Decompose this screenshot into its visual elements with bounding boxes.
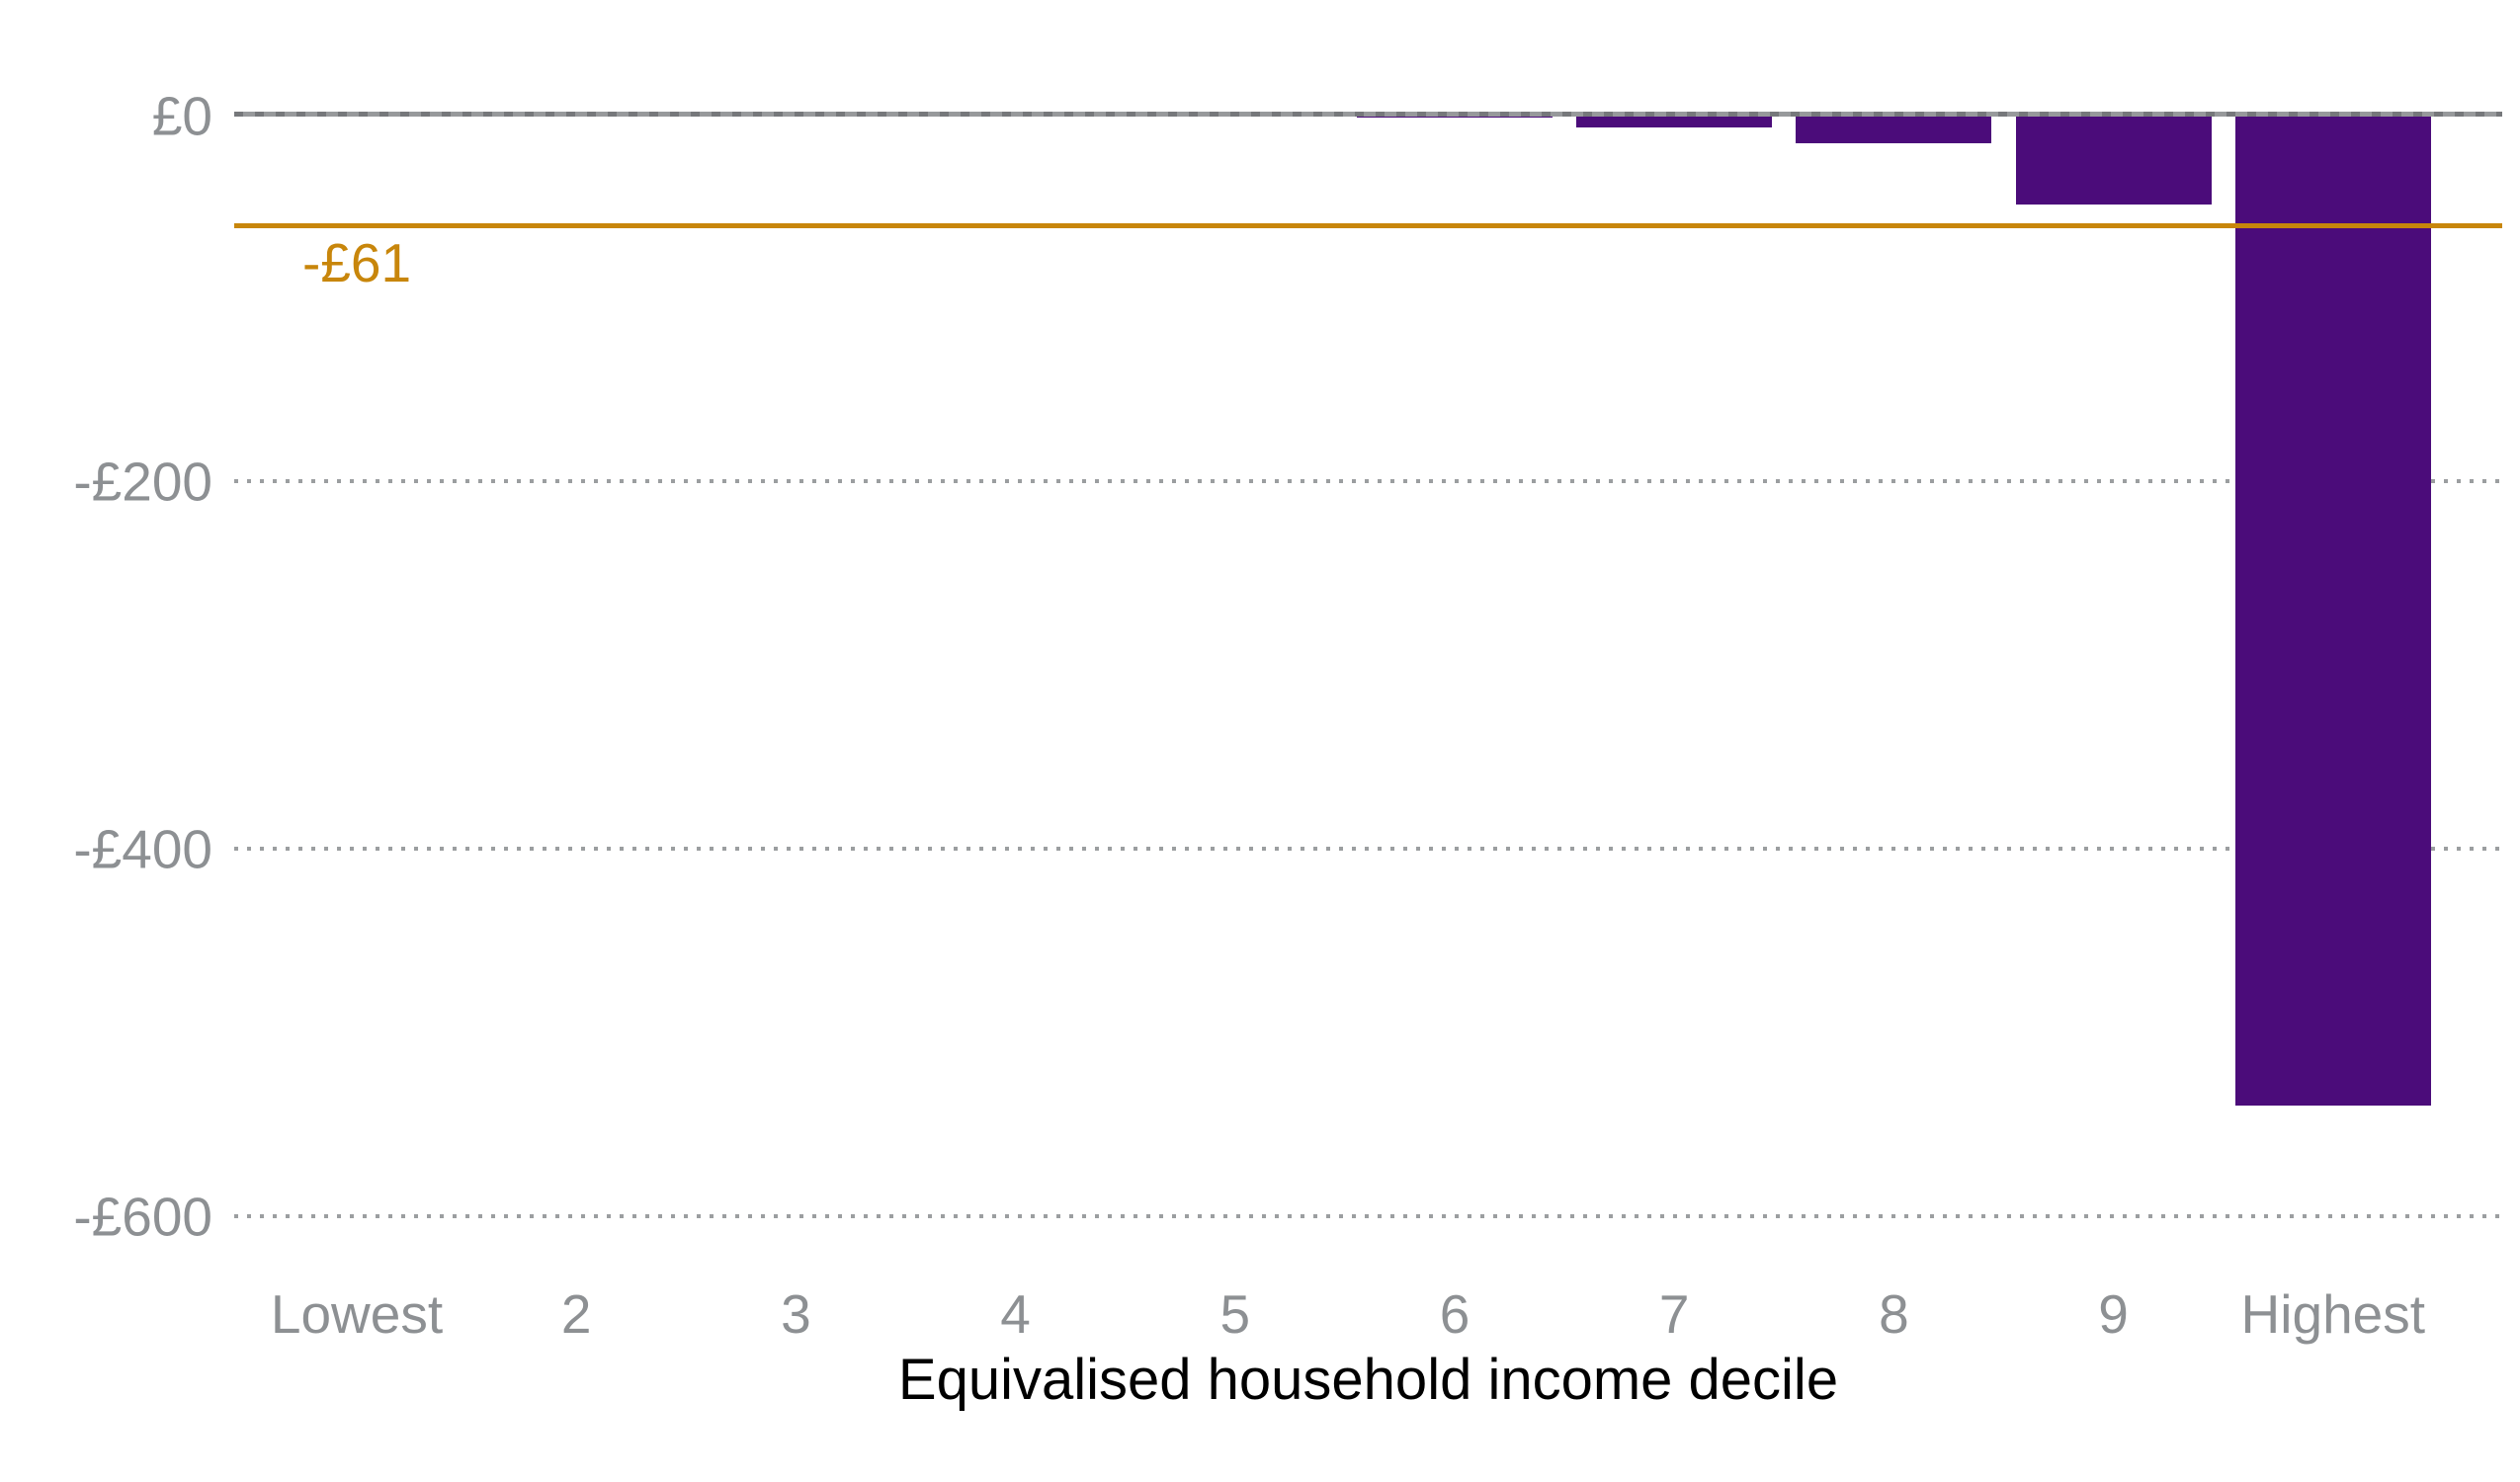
- y-tick-label: -£600: [73, 1186, 212, 1248]
- bar-decile-highest: [2234, 114, 2431, 1107]
- y-gridline: [234, 846, 2502, 851]
- y-tick-label: £0: [151, 85, 212, 146]
- y-gridline: [234, 479, 2502, 484]
- zero-axis-line: [234, 112, 2502, 117]
- x-tick-label-highest: Highest: [2240, 1283, 2426, 1345]
- bar-decile-7: [1576, 114, 1773, 127]
- y-tick-label: -£200: [73, 451, 212, 513]
- x-tick-label-5: 5: [1219, 1283, 1251, 1345]
- average-line-label: -£61: [302, 232, 412, 293]
- x-tick-label-3: 3: [781, 1283, 811, 1345]
- x-tick-label-9: 9: [2098, 1283, 2129, 1345]
- x-tick-label-lowest: Lowest: [270, 1283, 444, 1345]
- x-axis-title: Equivalised household income decile: [897, 1348, 1839, 1412]
- bar-decile-8: [1796, 114, 1992, 144]
- x-tick-label-8: 8: [1879, 1283, 1909, 1345]
- x-tick-label-4: 4: [1000, 1283, 1031, 1345]
- average-line: [234, 223, 2502, 229]
- x-tick-label-2: 2: [560, 1283, 592, 1345]
- bar-decile-9: [2015, 114, 2212, 205]
- x-tick-label-6: 6: [1439, 1283, 1470, 1345]
- y-gridline: [234, 1213, 2502, 1218]
- y-tick-label: -£400: [73, 818, 212, 880]
- x-tick-label-7: 7: [1658, 1283, 1690, 1345]
